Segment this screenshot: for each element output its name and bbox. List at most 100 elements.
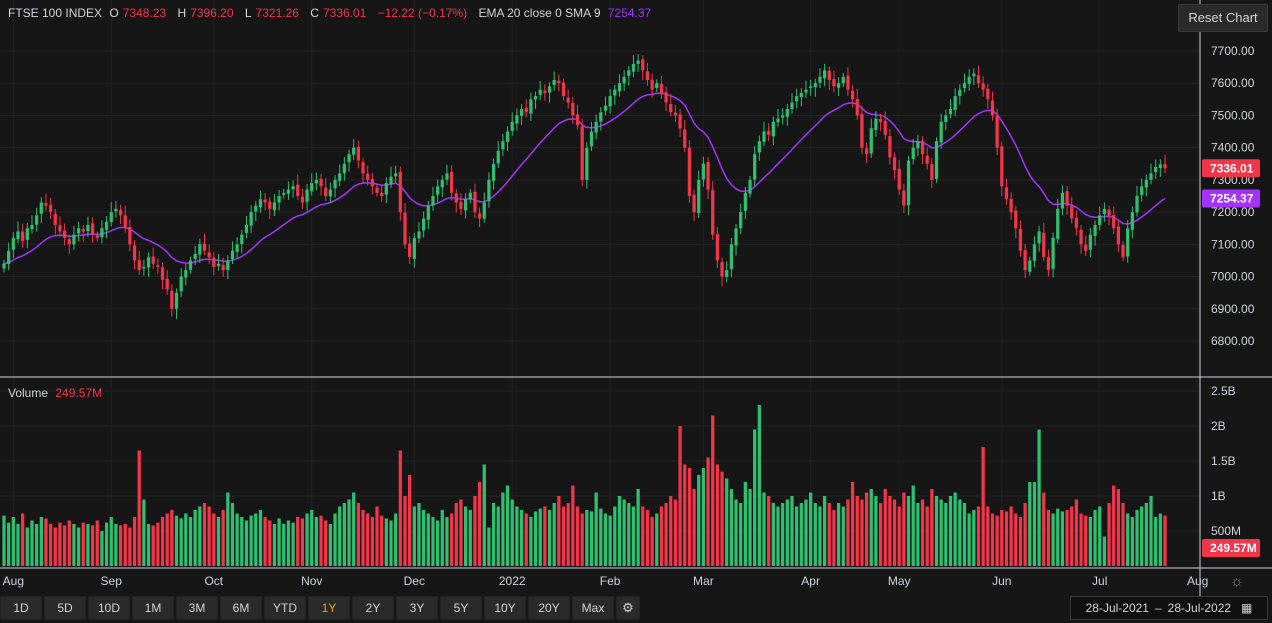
volume-bar — [328, 524, 333, 566]
candle-body — [827, 70, 831, 80]
volume-bar — [76, 527, 81, 566]
candle-body — [403, 212, 407, 245]
volume-bar — [417, 503, 421, 566]
volume-bar — [1102, 536, 1107, 566]
volume-bar — [109, 517, 113, 566]
period-button-5d[interactable]: 5D — [44, 596, 86, 620]
candle-body — [361, 162, 365, 174]
period-button-1d[interactable]: 1D — [0, 596, 42, 620]
volume-bar — [356, 503, 360, 566]
candle-body — [524, 108, 528, 113]
volume-bar — [930, 489, 934, 566]
volume-bar — [948, 496, 953, 566]
last-price-label: 7336.01 — [1210, 161, 1254, 175]
candle-body — [16, 231, 20, 240]
volume-bar — [678, 426, 682, 566]
period-button-ytd[interactable]: YTD — [264, 596, 306, 620]
period-button-3y[interactable]: 3Y — [396, 596, 438, 620]
date-range-picker[interactable]: 28-Jul-2021 – 28-Jul-2022 ▦ — [1070, 596, 1268, 620]
volume-bar — [291, 522, 295, 566]
candle-body — [11, 237, 15, 250]
candle-body — [310, 183, 314, 192]
volume-bar — [976, 506, 981, 566]
indicator-value: 7254.37 — [607, 6, 652, 20]
volume-bar — [244, 520, 249, 566]
candle-body — [62, 230, 67, 238]
candle-body — [725, 270, 729, 277]
period-button-2y[interactable]: 2Y — [352, 596, 394, 620]
calendar-icon: ▦ — [1241, 601, 1253, 615]
volume-bar — [1079, 513, 1083, 566]
volume-bar — [995, 515, 999, 566]
period-button-10y[interactable]: 10Y — [484, 596, 526, 620]
gear-icon[interactable]: ⚙ — [616, 596, 640, 620]
period-button-3m[interactable]: 3M — [176, 596, 218, 620]
volume-bar — [300, 518, 305, 566]
candle-body — [174, 292, 179, 309]
candle-body — [7, 250, 11, 264]
period-button-5y[interactable]: 5Y — [440, 596, 482, 620]
volume-bar — [1112, 485, 1116, 566]
volume-bar — [310, 510, 314, 566]
period-button-1m[interactable]: 1M — [132, 596, 174, 620]
candle-body — [501, 141, 505, 150]
candle-body — [72, 234, 76, 245]
candle-body — [268, 201, 272, 209]
candle-body — [855, 99, 859, 116]
candle-body — [944, 115, 948, 122]
sun-settings-icon[interactable]: ☼ — [1230, 573, 1244, 590]
volume-bar — [319, 515, 323, 566]
candle-body — [920, 140, 925, 155]
volume-bar — [990, 513, 995, 566]
candle-body — [510, 121, 514, 131]
candle-body — [230, 250, 235, 260]
candle-body — [109, 212, 113, 223]
candle-body — [352, 147, 356, 155]
period-button-6m[interactable]: 6M — [220, 596, 262, 620]
volume-bar — [575, 506, 580, 566]
volume-bar — [426, 513, 430, 566]
candle-body — [650, 79, 654, 90]
candle-body — [804, 89, 808, 93]
volume-bar — [25, 527, 29, 566]
axes-group: 6800.006900.007000.007100.007200.007300.… — [0, 0, 1272, 596]
volume-bar — [762, 492, 766, 566]
candle-body — [888, 136, 892, 158]
candle-body — [48, 205, 53, 213]
candle-body — [272, 202, 277, 211]
period-button-max[interactable]: Max — [572, 596, 614, 620]
volume-bar — [799, 503, 803, 566]
volume-bar — [711, 415, 715, 566]
volume-bar — [1042, 492, 1046, 566]
volume-bar — [30, 520, 34, 566]
volume-bar — [1000, 510, 1004, 566]
volume-bar — [277, 518, 281, 566]
price-volume-chart[interactable]: 6800.006900.007000.007100.007200.007300.… — [0, 0, 1272, 596]
volume-bar — [53, 527, 57, 566]
candle-body — [631, 63, 636, 72]
volume-tick-label: 1B — [1211, 489, 1226, 503]
volume-bar — [883, 489, 887, 566]
candle-body — [314, 179, 319, 184]
candle-body — [1093, 225, 1097, 236]
period-button-20y[interactable]: 20Y — [528, 596, 570, 620]
volume-bar — [687, 468, 692, 566]
volume-bar — [860, 499, 864, 566]
candle-body — [1126, 228, 1130, 257]
candle-body — [519, 109, 524, 116]
volume-bar — [338, 506, 342, 566]
last-volume-label-bg — [1202, 539, 1260, 557]
candle-body — [753, 154, 757, 180]
period-button-10d[interactable]: 10D — [88, 596, 130, 620]
candle-body — [864, 148, 869, 155]
candle-body — [995, 115, 999, 148]
candle-body — [697, 179, 701, 214]
reset-chart-button[interactable]: Reset Chart — [1178, 4, 1268, 32]
candle-body — [1065, 191, 1069, 206]
candle-body — [809, 86, 813, 89]
volume-bar — [347, 499, 351, 566]
volume-bar — [902, 492, 906, 566]
period-button-1y[interactable]: 1Y — [308, 596, 350, 620]
candle-body — [473, 191, 477, 213]
candle-body — [729, 244, 734, 270]
